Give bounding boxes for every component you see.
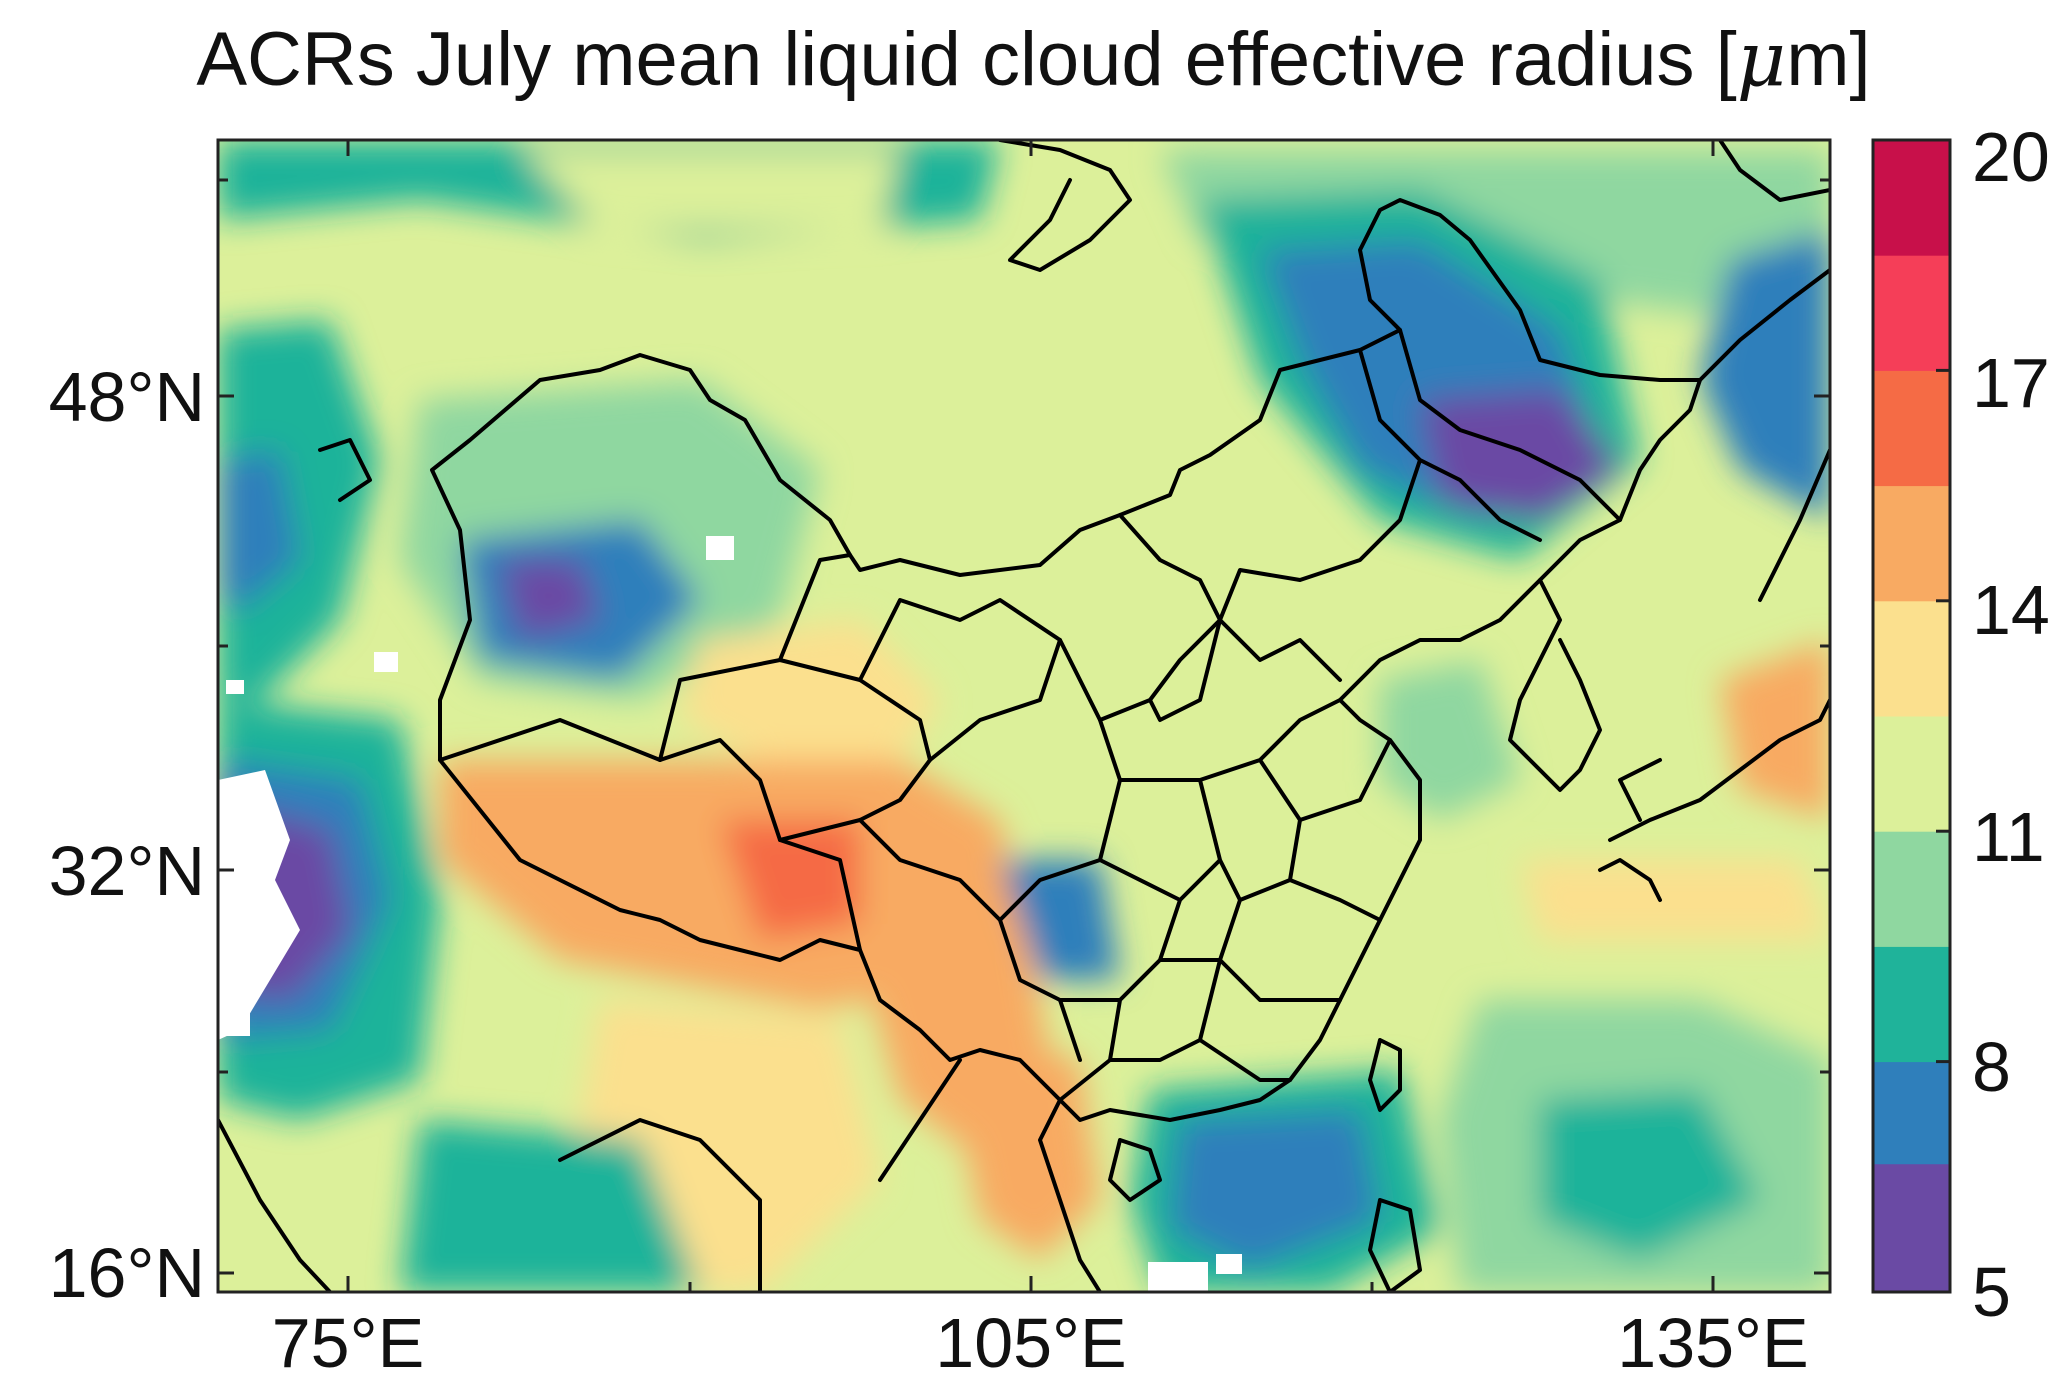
- colorbar-band-4: [1873, 716, 1950, 832]
- province-northeast: [1218, 328, 1622, 622]
- colorbar-label-20: 20: [1972, 118, 2050, 196]
- lat-label-48: 48°N: [48, 358, 205, 436]
- map-title: ACRs July mean liquid cloud effective ra…: [196, 14, 1871, 103]
- coast-lake-baikal: [998, 140, 1132, 272]
- province-central-east: [998, 618, 1392, 1102]
- title-unit-symbol: μ: [1736, 14, 1787, 103]
- colorbar-label-14: 14: [1972, 571, 2050, 649]
- effective-radius-field: [218, 140, 1830, 1292]
- colorbar-band-0: [1873, 1163, 1950, 1293]
- lon-label-105: 105°E: [935, 1304, 1127, 1382]
- province-qinghai: [658, 658, 932, 842]
- colorbar-band-5: [1873, 600, 1950, 717]
- colorbar-band-3: [1873, 831, 1950, 947]
- colorbar-label-5: 5: [1972, 1253, 2011, 1331]
- colorbar-ticks: [1936, 138, 1950, 1294]
- boundaries: [218, 140, 1830, 1292]
- lat-label-16: 16°N: [48, 1234, 205, 1312]
- coast-southeast-asia: [218, 1058, 1102, 1292]
- lat-label-32: 32°N: [48, 832, 205, 910]
- coast-hainan-taiwan: [1108, 1038, 1422, 1292]
- title-unit-rest: m]: [1786, 17, 1871, 102]
- coast-russia-east: [1698, 140, 1830, 382]
- lon-label-75: 75°E: [271, 1304, 425, 1382]
- colorbar-band-7: [1873, 370, 1950, 487]
- colorbar-frame: [1871, 138, 1952, 1294]
- colorbar-band-9: [1873, 140, 1950, 256]
- coast-japan: [1598, 448, 1830, 902]
- colorbar-band-6: [1873, 485, 1950, 602]
- coast-caspian: [318, 438, 372, 502]
- province-gansu: [778, 553, 1062, 762]
- colorbar-band-1: [1873, 1061, 1950, 1165]
- map-frame: [216, 138, 1832, 1294]
- colorbar-label-8: 8: [1972, 1028, 2011, 1106]
- province-tibet: [438, 718, 862, 952]
- colorbar-band-2: [1873, 946, 1950, 1063]
- colorbar-band-8: [1873, 255, 1950, 371]
- province-inner-mongolia: [1058, 513, 1222, 722]
- colorbar-label-11: 11: [1972, 798, 2045, 876]
- frame-ticks: [218, 140, 1830, 1292]
- lon-label-135: 135°E: [1617, 1304, 1809, 1382]
- colorbar-label-17: 17: [1972, 344, 2050, 422]
- colorbar: [1873, 140, 1950, 1293]
- coast-korea: [1508, 578, 1602, 792]
